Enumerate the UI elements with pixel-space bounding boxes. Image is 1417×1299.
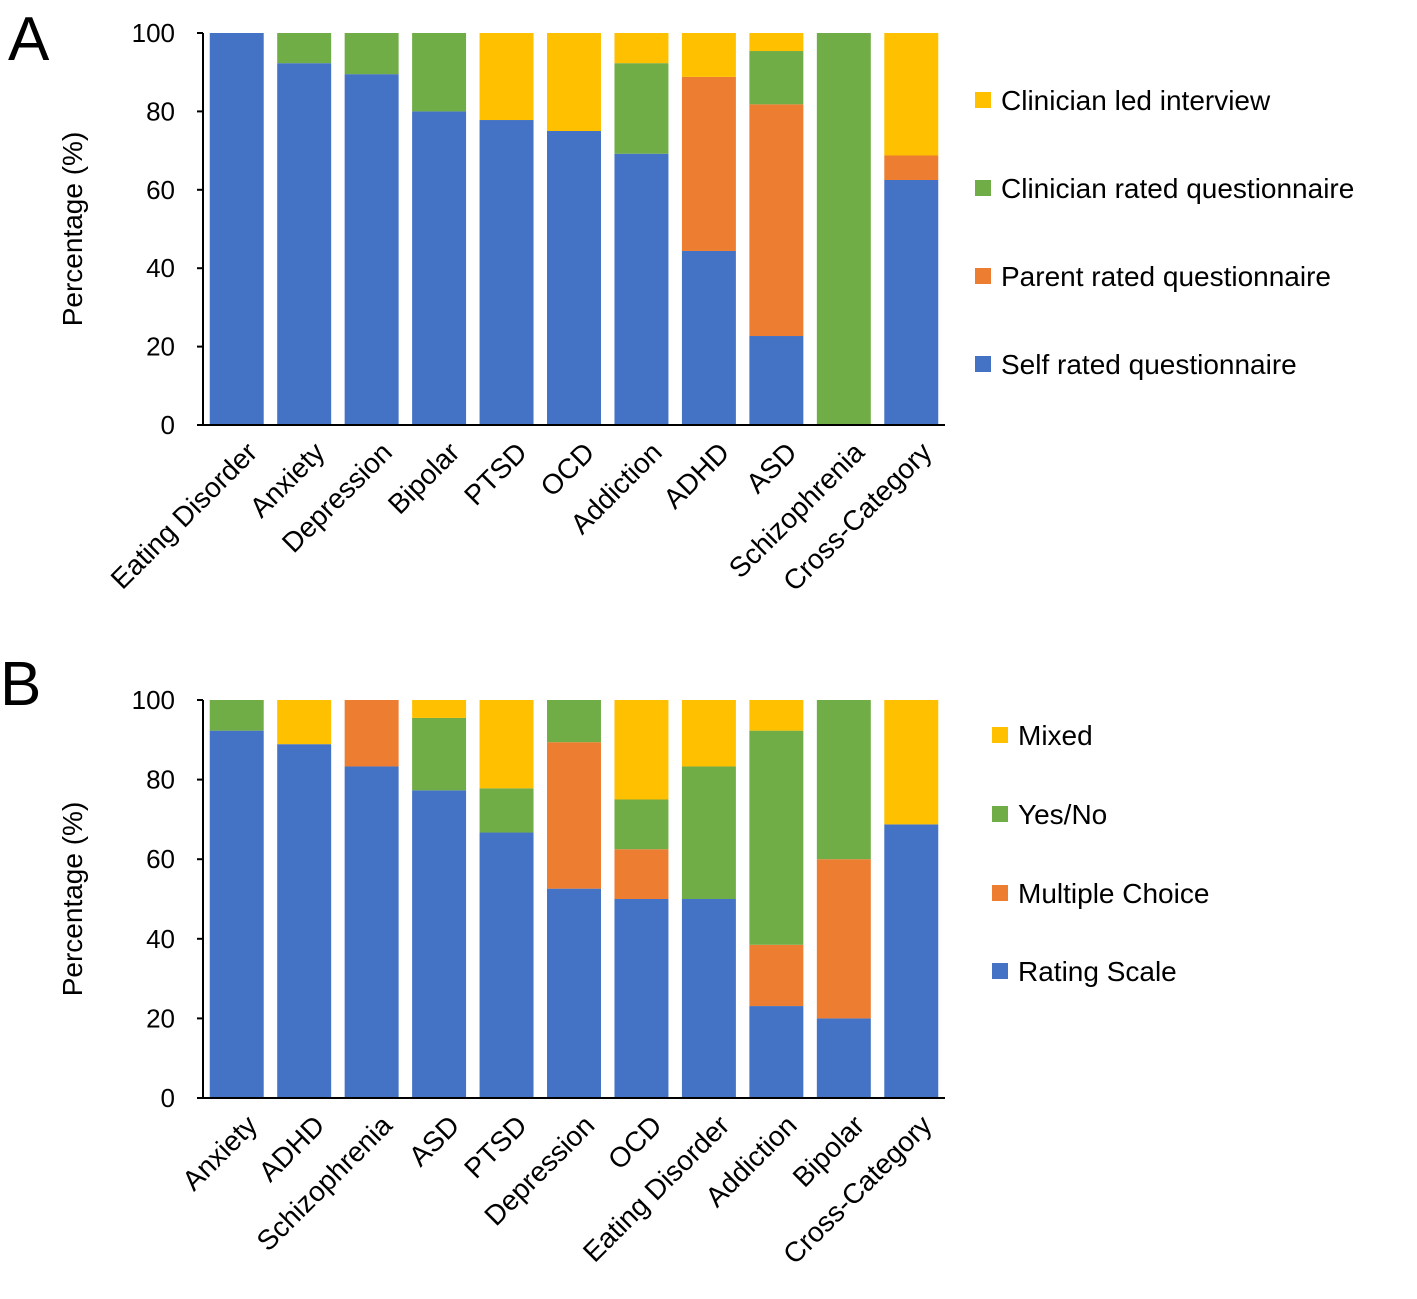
bar-segment [277,33,332,64]
bar-segment [749,944,804,1007]
bar-segment [412,111,467,426]
bar-segment [547,888,601,1098]
bar-segment [749,33,804,52]
bar-segment [614,33,669,64]
bar-segment [209,700,264,731]
bar-segment [884,180,939,425]
bar-segment [547,131,601,425]
bar-segment [277,744,332,1098]
legend-swatch [992,963,1008,979]
bar-segment [479,120,534,426]
bar-segment [749,1006,804,1098]
legend-swatch [992,727,1008,743]
bar-segment [884,155,939,180]
bar-segment [816,859,871,1019]
panel-label: A [8,5,50,74]
bar-segment [749,336,804,425]
y-tick-label: 100 [132,685,175,715]
legend-label: Yes/No [1018,799,1107,830]
bar-segment [681,76,736,251]
bar-segment [547,742,601,889]
legend-swatch [992,885,1008,901]
bar-segment [681,250,736,425]
legend-swatch [975,356,991,372]
bar-segment [614,153,669,425]
bar-segment [681,33,736,77]
x-tick-label: ASD [403,1109,466,1172]
x-tick-label: ASD [740,436,803,499]
y-axis-title: Percentage (%) [57,802,88,997]
bar-segment [547,33,601,131]
bar-segment [344,33,399,75]
x-tick-label: Bipolar [382,436,466,520]
y-tick-label: 0 [161,410,175,440]
bar-segment [209,730,264,1098]
bar-segment [277,63,332,426]
bar-segment [614,700,669,800]
y-tick-label: 20 [146,332,175,362]
x-tick-label: Eating Disorder [105,436,263,594]
y-tick-label: 20 [146,1003,175,1033]
bar-segment [816,1018,871,1098]
bar-segment [209,33,264,425]
legend-label: Self rated questionnaire [1001,349,1297,380]
legend-swatch [975,180,991,196]
bar-segment [749,51,804,105]
bar-segment [344,700,399,767]
bar-segment [412,717,467,791]
bar-segment [884,700,939,825]
bar-segment [749,104,804,337]
bar-segment [412,790,467,1098]
bar-segment [479,832,534,1098]
bar-segment [614,63,669,154]
y-tick-label: 60 [146,175,175,205]
panel-label: B [0,650,41,719]
legend-swatch [992,806,1008,822]
bar-segment [547,700,601,743]
bar-segment [884,824,939,1098]
y-tick-label: 40 [146,253,175,283]
bar-segment [681,766,736,899]
bar-segment [816,33,871,425]
legend-label: Rating Scale [1018,956,1177,987]
bar-segment [479,33,534,121]
bar-segment [614,899,669,1098]
y-tick-label: 60 [146,844,175,874]
y-tick-label: 40 [146,924,175,954]
bar-segment [681,700,736,767]
bar-segment [884,33,939,156]
x-tick-label: ADHD [657,436,735,514]
legend-swatch [975,268,991,284]
legend-swatch [975,92,991,108]
legend-label: Multiple Choice [1018,878,1209,909]
y-tick-label: 80 [146,765,175,795]
bar-segment [277,700,332,745]
y-tick-label: 100 [132,18,175,48]
bar-segment [412,700,467,718]
bar-segment [749,700,804,731]
y-tick-label: 80 [146,96,175,126]
x-tick-label: Anxiety [176,1109,263,1196]
bar-segment [816,700,871,860]
bar-segment [614,849,669,899]
bar-segment [681,899,736,1098]
bar-segment [344,74,399,425]
y-tick-label: 0 [161,1083,175,1113]
legend-label: Clinician led interview [1001,85,1271,116]
bar-segment [479,788,534,833]
x-tick-label: PTSD [458,436,533,511]
bar-segment [749,730,804,945]
legend-label: Clinician rated questionnaire [1001,173,1354,204]
bar-segment [479,700,534,789]
y-axis-title: Percentage (%) [57,132,88,327]
legend-label: Mixed [1018,720,1093,751]
legend-label: Parent rated questionnaire [1001,261,1331,292]
bar-segment [412,33,467,112]
bar-segment [614,799,669,850]
bar-segment [344,766,399,1098]
